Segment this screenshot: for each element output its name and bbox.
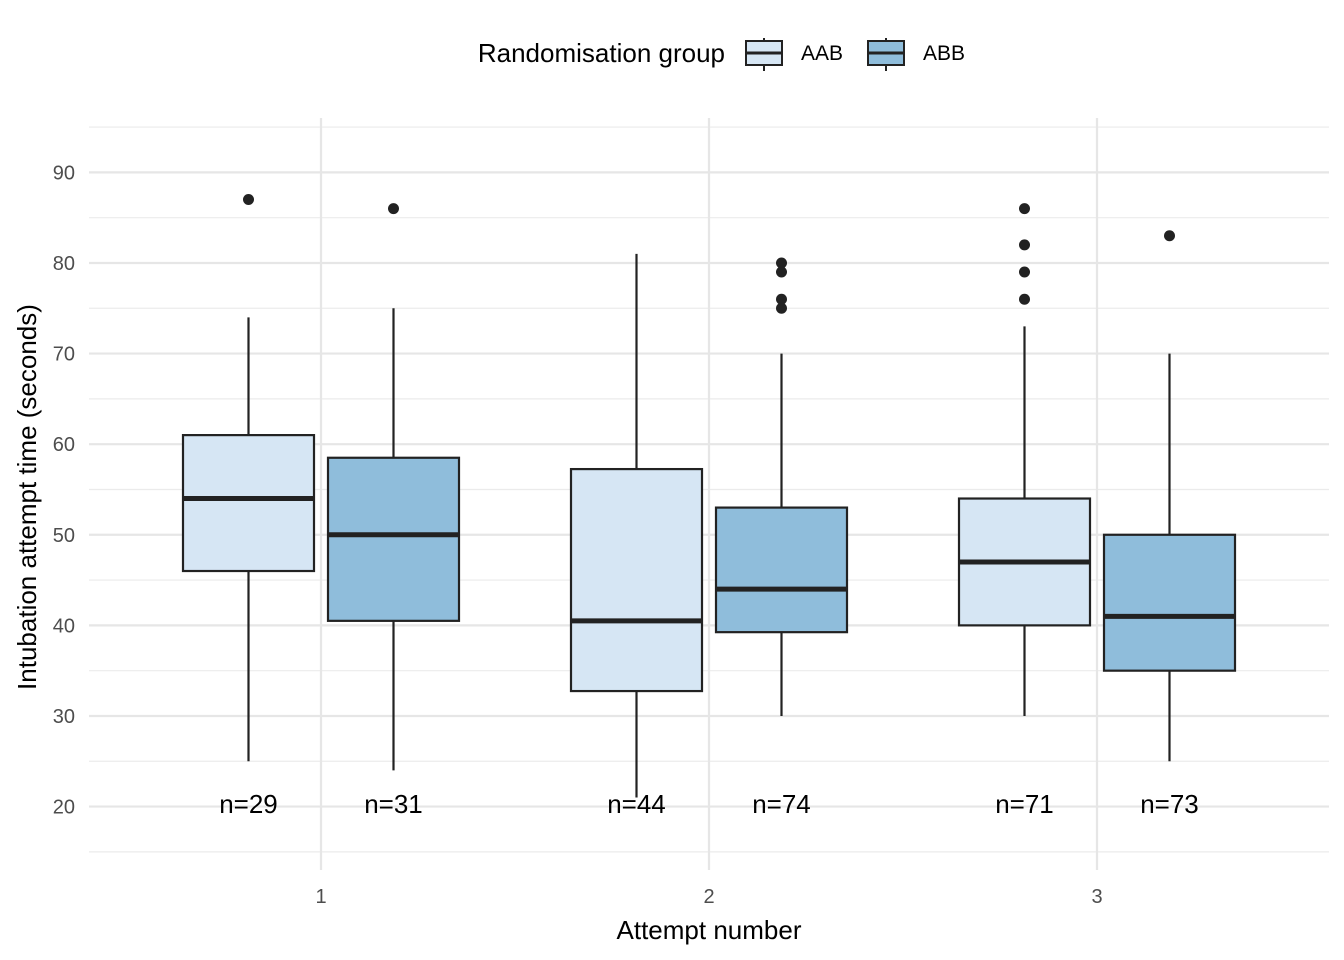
box-series: [181, 194, 1237, 798]
y-tick-label: 70: [53, 344, 75, 366]
y-tick-label: 20: [53, 797, 75, 819]
box-AAB-2: [569, 253, 704, 798]
y-tick-label: 50: [53, 525, 75, 547]
outlier-point: [388, 203, 399, 215]
outlier-point: [1164, 230, 1175, 242]
outlier-point: [776, 257, 787, 269]
y-tick-label: 30: [53, 706, 75, 728]
n-label: n=29: [219, 789, 278, 819]
legend-item-ABB: ABB: [867, 38, 965, 71]
box-iqr: [569, 467, 704, 693]
box-ABB-3: [1102, 230, 1237, 762]
x-tick-label: 1: [315, 886, 326, 908]
legend-item-AAB: AAB: [745, 38, 843, 71]
outlier-point: [776, 266, 787, 278]
sample-size-labels: n=29 n=44 n=71 n=31 n=74 n=73: [219, 789, 1199, 819]
x-tick-label: 2: [703, 886, 714, 908]
outlier-point: [776, 302, 787, 314]
outlier-point: [1019, 266, 1030, 278]
box-ABB-1: [326, 203, 461, 771]
outlier-point: [1019, 203, 1030, 215]
axis-ticks: 20 30 40 50 60 70 80 90 1 2 3: [53, 162, 1103, 908]
y-axis-title: Intubation attempt time (seconds): [12, 304, 42, 690]
n-label: n=74: [752, 789, 811, 819]
y-tick-label: 40: [53, 615, 75, 637]
legend-label: ABB: [923, 42, 965, 65]
outlier-point: [1019, 293, 1030, 305]
outlier-point: [243, 194, 254, 206]
legend-title: Randomisation group: [478, 38, 725, 68]
legend-label: AAB: [801, 42, 843, 65]
n-label: n=73: [1140, 789, 1199, 819]
x-tick-label: 3: [1091, 886, 1102, 908]
box-iqr: [326, 456, 461, 622]
outlier-point: [776, 293, 787, 305]
box-iqr: [1102, 533, 1237, 672]
y-tick-label: 80: [53, 253, 75, 275]
n-label: n=71: [995, 789, 1054, 819]
y-tick-label: 60: [53, 434, 75, 456]
box-ABB-2: [714, 257, 849, 716]
x-axis-title: Attempt number: [617, 915, 802, 945]
box-AAB-1: [181, 194, 316, 762]
box-iqr: [181, 434, 316, 573]
box-AAB-3: [957, 203, 1092, 716]
legend: Randomisation group AAB ABB: [478, 38, 965, 71]
outlier-point: [1019, 239, 1030, 251]
box-iqr: [714, 506, 849, 634]
y-tick-label: 90: [53, 162, 75, 184]
n-label: n=44: [607, 789, 666, 819]
n-label: n=31: [364, 789, 423, 819]
